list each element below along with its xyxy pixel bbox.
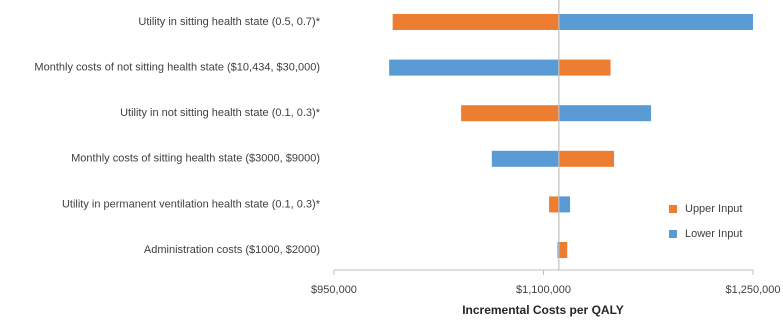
bar [558,59,611,76]
bar [491,150,559,167]
category-label: Utility in permanent ventilation health … [62,198,321,210]
bar [389,59,559,76]
bar [549,196,559,213]
bar [557,242,559,258]
bar [558,196,571,213]
bar [558,242,568,258]
x-tick-label: $1,100,000 [516,284,571,296]
category-label: Administration costs ($1000, $2000) [144,244,320,256]
category-label: Utility in not sitting health state (0.1… [120,107,321,119]
x-axis-title: Incremental Costs per QALY [462,303,624,317]
bar [558,105,652,122]
x-tick-label: $1,250,000 [725,284,780,296]
x-tick-label: $950,000 [311,284,357,296]
legend-swatch [669,230,677,238]
bar [558,14,753,30]
legend-label: Lower Input [685,228,742,240]
bar [558,150,615,167]
bar [461,105,559,122]
bar [392,14,559,30]
legend-label: Upper Input [685,203,742,215]
category-label: Monthly costs of sitting health state ($… [71,153,320,165]
category-label: Monthly costs of not sitting health stat… [34,62,320,74]
legend-swatch [669,205,677,213]
category-label: Utility in sitting health state (0.5, 0.… [138,16,320,28]
